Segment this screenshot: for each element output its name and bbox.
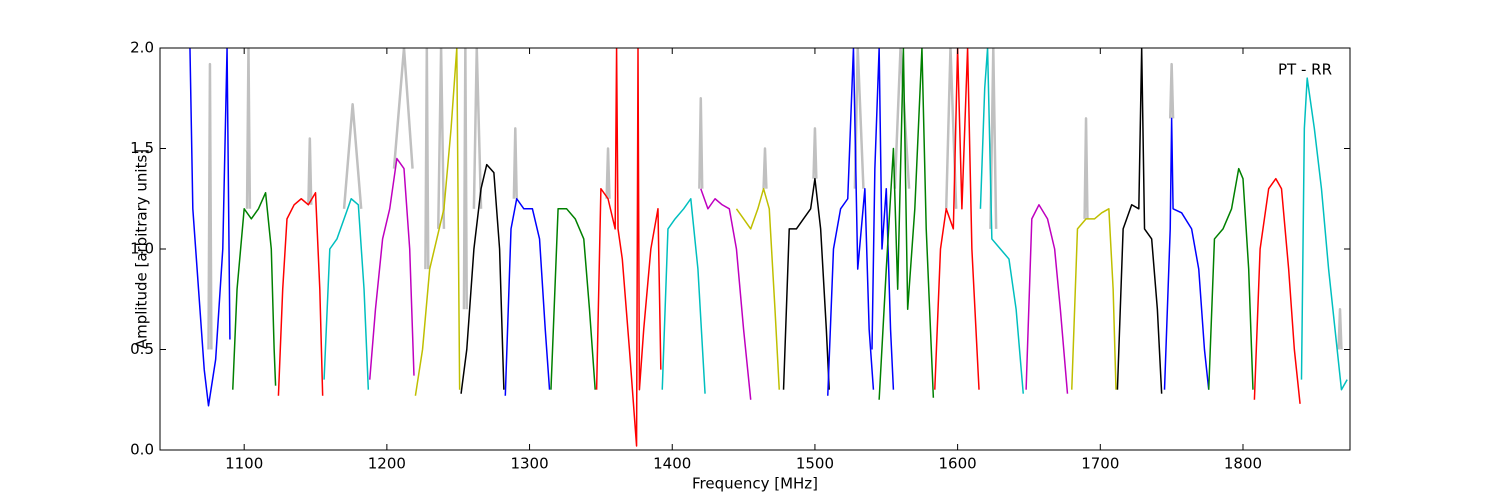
x-tick-label: 1700 (1081, 455, 1119, 473)
series-line (1071, 208, 1117, 390)
series-line (871, 48, 895, 390)
series-line (979, 48, 1024, 394)
series-line (782, 177, 830, 390)
x-tick-label: 1600 (939, 455, 977, 473)
series-line (934, 48, 980, 390)
series-line (1116, 48, 1163, 394)
series-line (595, 48, 662, 447)
annotation: PT - RR (1278, 61, 1332, 79)
series-line (504, 198, 551, 396)
series-line (189, 48, 231, 407)
y-tick-label: 0.0 (130, 441, 154, 459)
series-line (661, 198, 706, 394)
y-axis-label: Amplitude [arbitrary units] (133, 149, 151, 349)
series-line (1207, 167, 1254, 390)
x-tick-label: 1500 (796, 455, 834, 473)
series-line (550, 208, 596, 390)
series-line (1163, 117, 1210, 390)
series-line (1025, 204, 1069, 394)
series-line (207, 48, 1343, 350)
y-tick-label: 2.0 (130, 39, 154, 57)
series-line (277, 191, 324, 396)
series-line (323, 198, 370, 390)
x-tick-label: 1800 (1224, 455, 1262, 473)
x-tick-label: 1100 (225, 455, 263, 473)
series-line (232, 191, 277, 390)
x-tick-label: 1200 (368, 455, 406, 473)
series-line (878, 48, 935, 400)
series-line (369, 157, 415, 380)
series-line (1253, 177, 1301, 404)
series-line (1300, 77, 1348, 391)
series-line (700, 188, 752, 400)
y-tick-label: 0.5 (130, 340, 154, 358)
x-tick-label: 1400 (653, 455, 691, 473)
x-tick-label: 1300 (510, 455, 548, 473)
plot-area (189, 48, 1348, 447)
series-line (414, 48, 461, 396)
y-tick-label: 1.5 (130, 139, 154, 157)
x-axis-label: Frequency [MHz] (692, 475, 818, 493)
series-line (460, 163, 505, 394)
y-tick-label: 1.0 (130, 240, 154, 258)
series-line (735, 187, 781, 390)
series-line (827, 48, 875, 396)
